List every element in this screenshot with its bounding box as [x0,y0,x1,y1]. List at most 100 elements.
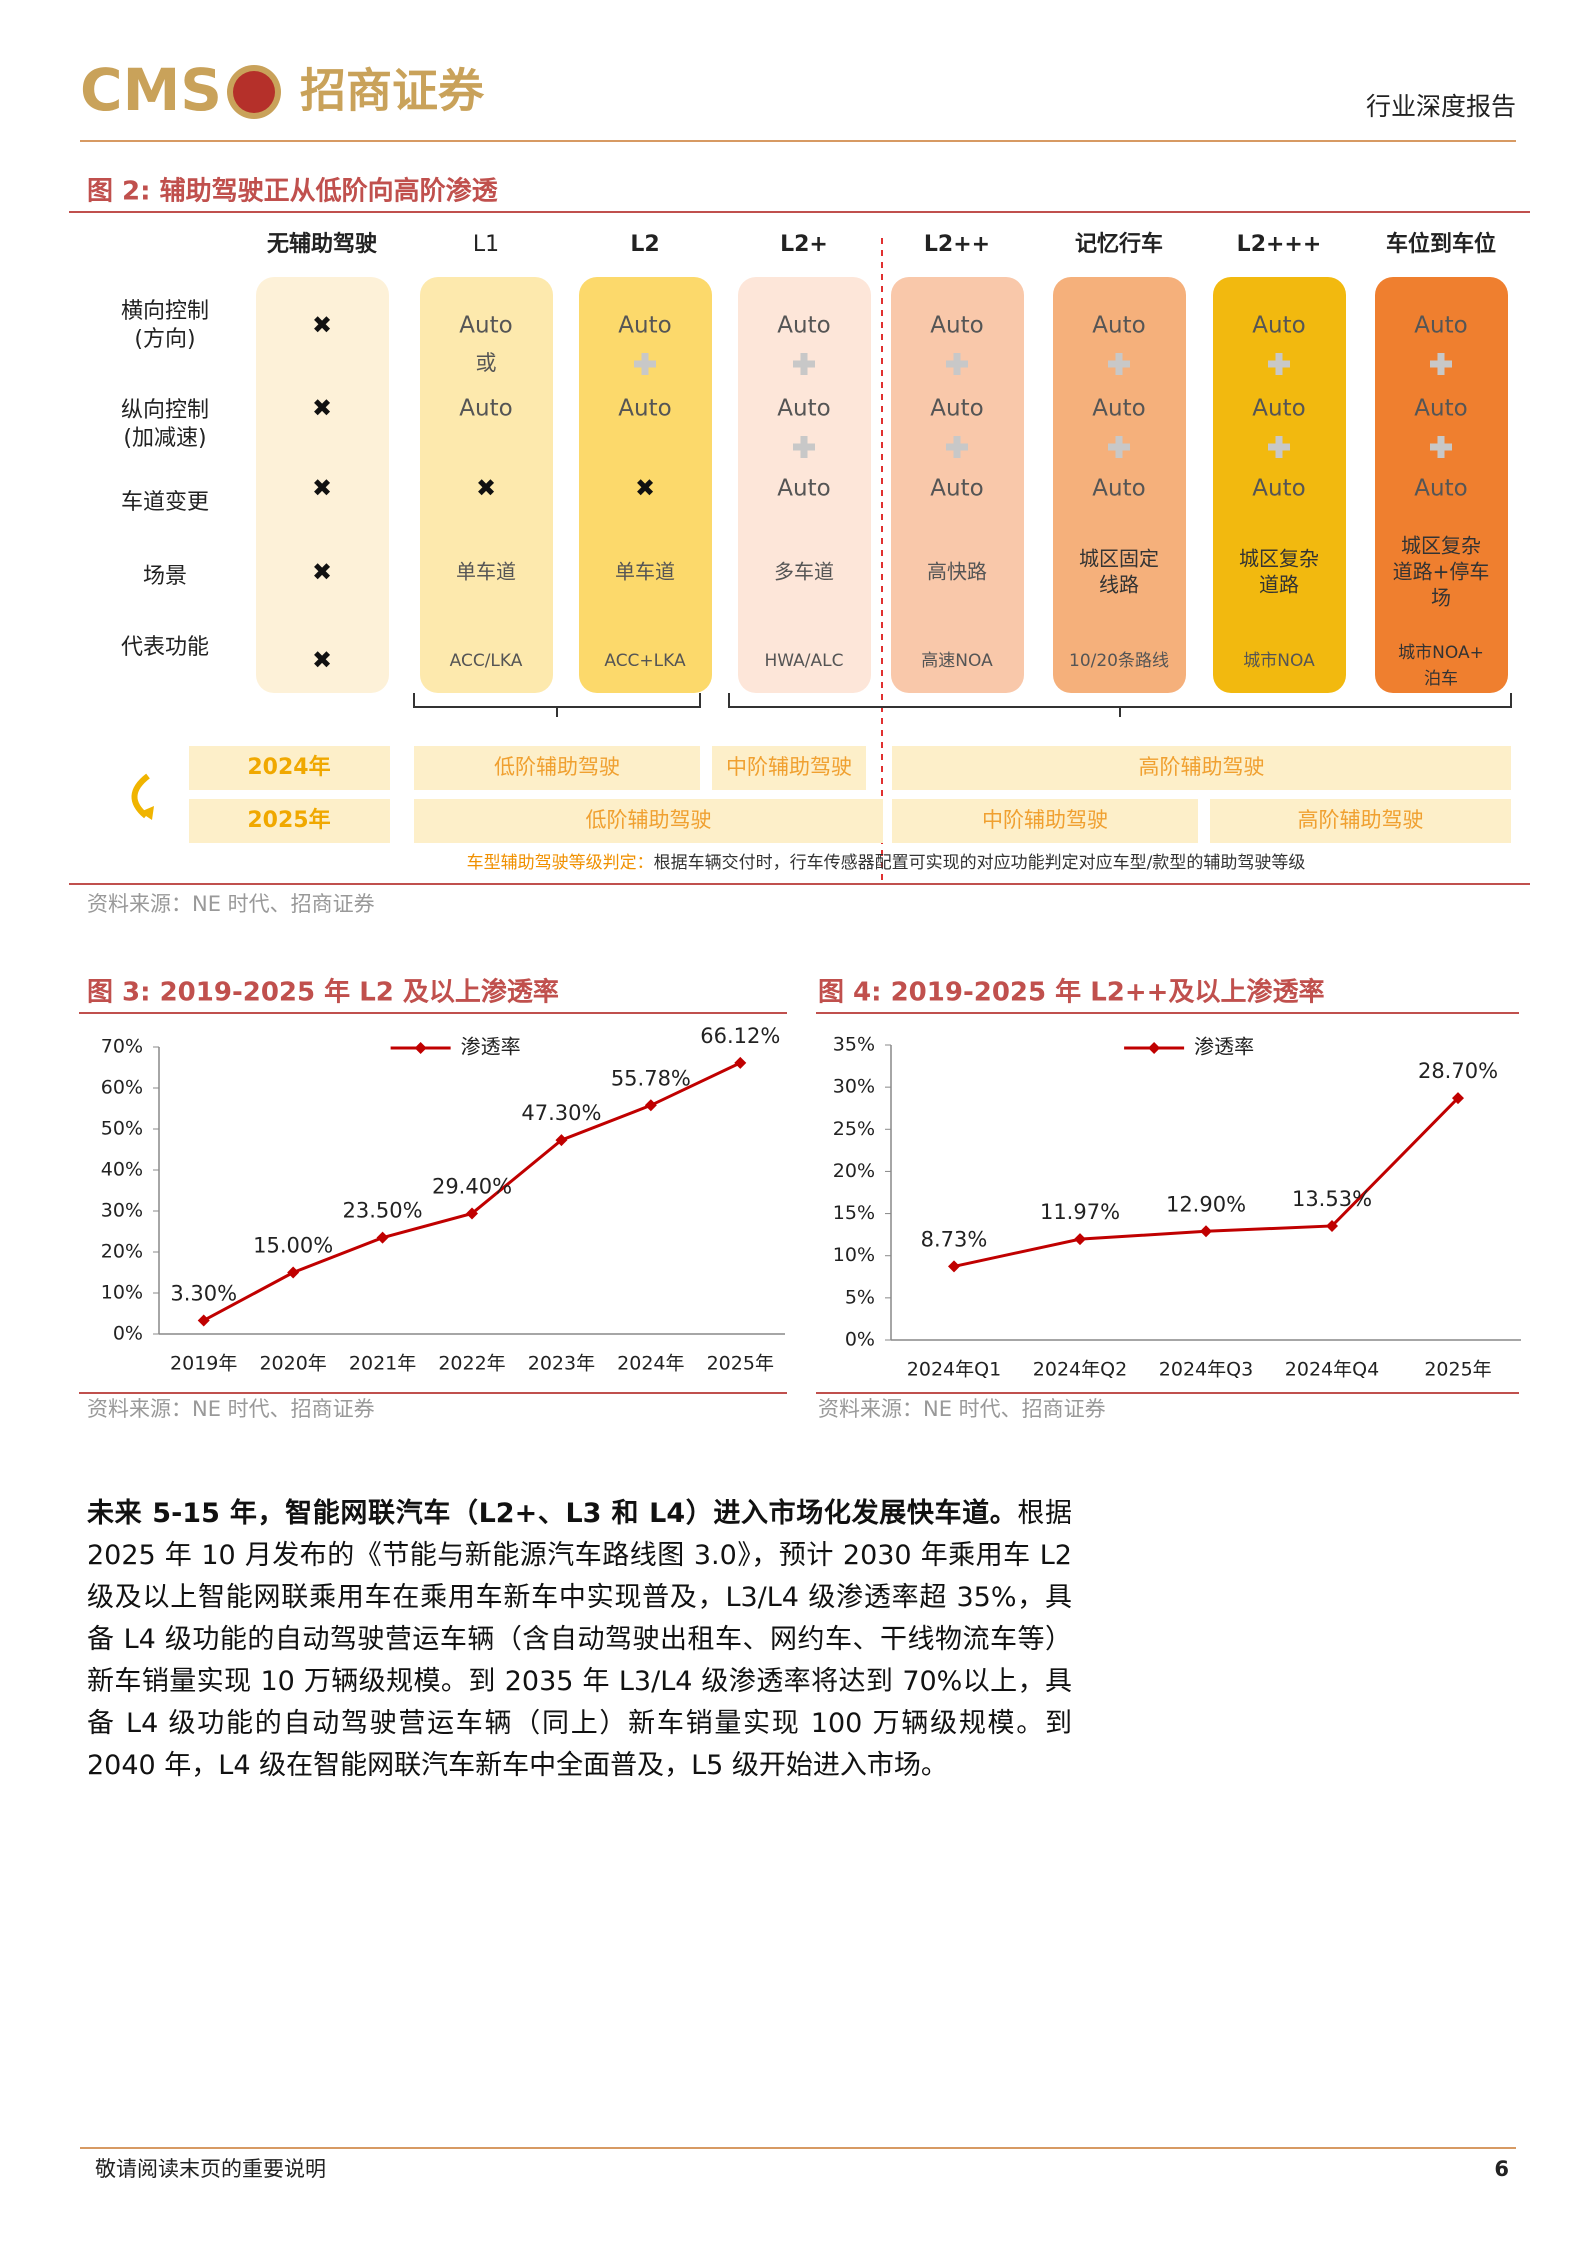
value-label: 12.90% [1166,1192,1246,1216]
chart-source: 资料来源：NE 时代、招商证券 [87,1397,375,1421]
chart-source: 资料来源：NE 时代、招商证券 [818,1397,1106,1421]
cell-text: Auto [1092,476,1145,502]
data-point [644,1099,657,1112]
legend-marker [1148,1042,1161,1054]
cell-text: 单车道 [615,560,675,584]
cycle-arrow-head [140,806,154,820]
cell-text: Auto [777,313,830,339]
x-tick-label: 2024年Q4 [1285,1359,1379,1381]
cross-mark: ✖ [312,646,332,674]
value-label: 13.53% [1292,1187,1372,1211]
row-label: 场景 [143,564,187,589]
x-tick-label: 2025年 [707,1353,774,1375]
plus-icon [1437,436,1445,458]
legend-label: 渗透率 [461,1035,521,1059]
cell-text: Auto [1414,396,1467,422]
cell-text: Auto [1092,313,1145,339]
row-label: (方向) [134,327,195,352]
column-header: L2+ [780,232,828,257]
level-box [1375,277,1508,693]
cell-text: 高速NOA [921,651,993,671]
cell-text: 城区复杂 [1239,547,1319,571]
data-point [1074,1233,1086,1246]
plus-icon [800,436,808,458]
cell-text: 线路 [1099,573,1139,597]
column-header: L2+++ [1237,232,1322,257]
stage-band [414,746,700,790]
x-tick-label: 2024年Q3 [1159,1359,1253,1381]
figure-source: 资料来源：NE 时代、招商证券 [87,892,375,916]
y-tick-label: 0% [845,1329,875,1351]
figure-note: 车型辅助驾驶等级判定：根据车辆交付时，行车传感器配置可实现的对应功能判定对应车型… [467,853,1306,873]
value-label: 8.73% [921,1227,988,1251]
plus-icon [953,436,961,458]
year-label: 2025年 [247,807,330,833]
cell-text: 场 [1431,586,1451,610]
level-box [1053,277,1186,693]
cross-mark: ✖ [476,474,496,502]
data-point [948,1260,960,1273]
cell-text: ACC+LKA [604,651,686,671]
cell-text: Auto [1252,396,1305,422]
cell-text: 道路 [1259,573,1299,597]
data-point [376,1231,389,1244]
cell-text: 城区复杂 [1401,534,1481,558]
y-tick-label: 50% [101,1118,143,1140]
level-box [738,277,871,693]
body-text: 根据 2025 年 10 月发布的《节能与新能源汽车路线图 3.0》，预计 20… [87,1498,1073,1781]
stage-label: 中阶辅助驾驶 [726,755,852,779]
value-label: 3.30% [170,1281,237,1305]
plus-icon [641,353,649,375]
column-header: L2 [630,232,659,257]
data-point [287,1266,300,1279]
cell-text: Auto [1252,313,1305,339]
plus-icon [1275,353,1283,375]
y-tick-label: 5% [845,1286,875,1308]
value-label: 28.70% [1418,1059,1498,1083]
y-tick-label: 25% [833,1118,875,1140]
note-text: 根据车辆交付时，行车传感器配置可实现的对应功能判定对应车型/款型的辅助驾驶等级 [654,853,1306,873]
cell-text: 单车道 [456,560,516,584]
row-label: 纵向控制 [121,398,209,423]
cell-text: Auto [777,476,830,502]
data-point [1200,1225,1212,1238]
cross-mark: ✖ [635,474,655,502]
y-tick-label: 15% [833,1202,875,1224]
cell-text: 多车道 [774,560,834,584]
plus-icon [1275,436,1283,458]
data-point [734,1056,747,1069]
cell-text: ACC/LKA [450,651,523,671]
x-tick-label: 2023年 [528,1353,595,1375]
level-box [891,277,1024,693]
y-tick-label: 10% [101,1282,143,1304]
cell-text: Auto [1414,476,1467,502]
stage-band [712,746,866,790]
stage-label: 高阶辅助驾驶 [1139,755,1265,779]
stage-label: 低阶辅助驾驶 [586,808,712,832]
cell-text: 道路+停车 [1393,560,1490,584]
plus-icon [1115,436,1123,458]
chart-title: 图 3: 2019-2025 年 L2 及以上渗透率 [87,977,559,1008]
cross-mark: ✖ [312,311,332,339]
year-box [189,799,390,843]
cell-text: 高快路 [927,560,987,584]
cell-text: Auto [459,396,512,422]
data-point [1452,1092,1464,1105]
row-label: 代表功能 [121,635,209,660]
row-label: 车道变更 [121,490,209,515]
year-box [189,746,390,790]
cell-text: 城区固定 [1079,547,1159,571]
y-tick-label: 10% [833,1244,875,1266]
column-header: L2++ [924,232,990,257]
cell-text: 城市NOA+ [1398,643,1484,663]
column-header: 车位到车位 [1386,231,1496,257]
x-tick-label: 2025年 [1424,1359,1491,1381]
stage-band [892,746,1511,790]
y-tick-label: 70% [101,1036,143,1058]
value-label: 47.30% [521,1101,601,1125]
cross-mark: ✖ [312,474,332,502]
cell-text: 城市NOA [1243,651,1315,671]
data-point [555,1134,568,1147]
y-tick-label: 20% [101,1241,143,1263]
